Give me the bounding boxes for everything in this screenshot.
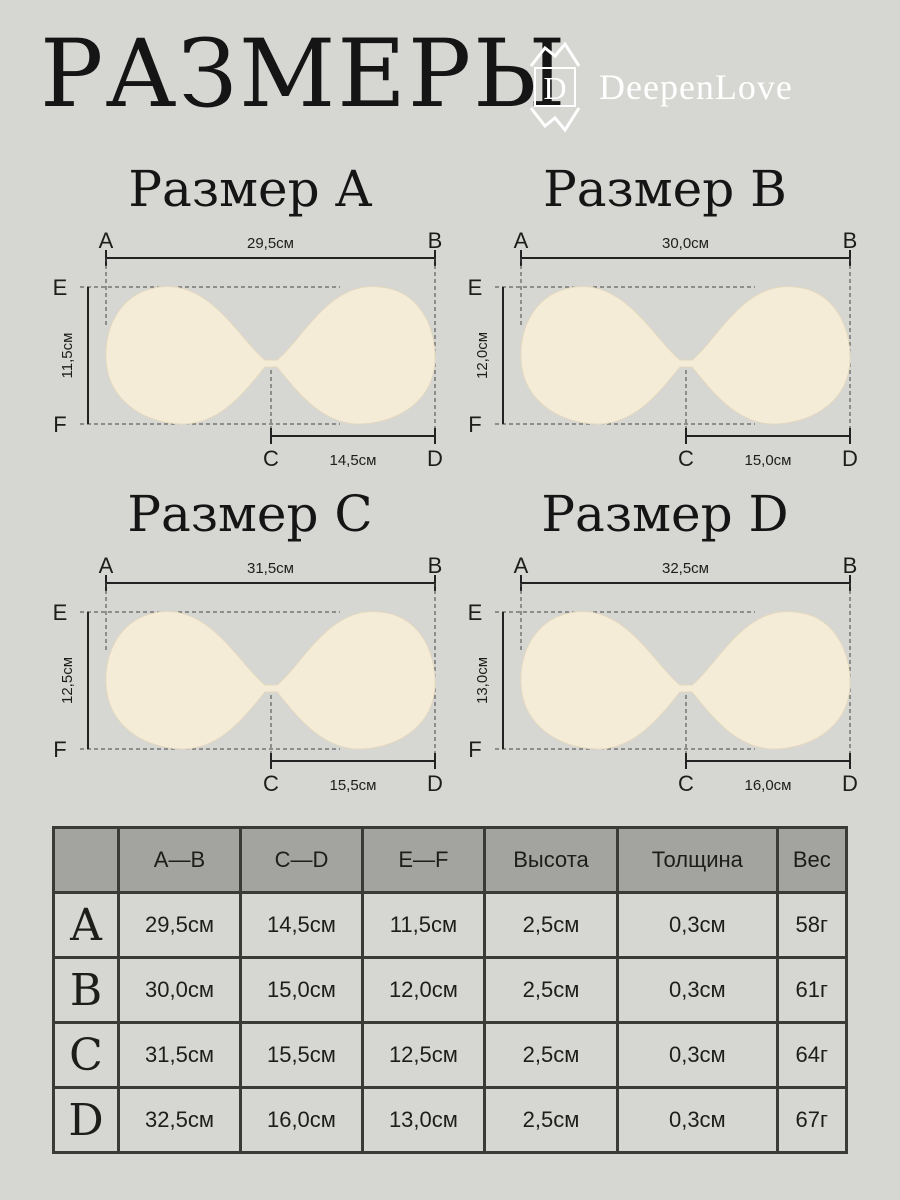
brand-name: DeepenLove — [599, 67, 793, 107]
table-row: C 31,5см 15,5см 12,5см 2,5см 0,3см 64г — [52, 1021, 849, 1089]
table-cell: 2,5см — [482, 1086, 620, 1154]
point-label-d: D — [842, 771, 858, 796]
size-panel-a: Размер A A B 29,5см E F C D 14,5см 11,5см — [40, 160, 460, 480]
cup-diagram: A B 31,5см E F C D 15,5см 12,5см — [53, 553, 443, 796]
point-label-e: E — [468, 600, 483, 625]
table-cell: 15,5см — [238, 1021, 364, 1089]
page-title: РАЗМЕРЫ — [40, 20, 568, 129]
size-panel-b: Размер B A B 30,0см E F C D 15,0см 12,0см — [455, 160, 875, 480]
brand-logo: D DeepenLove — [525, 38, 793, 136]
cup-shape — [520, 286, 851, 425]
table-row: B 30,0см 15,0см 12,0см 2,5см 0,3см 61г — [52, 956, 849, 1024]
table-cell: 15,0см — [238, 956, 364, 1024]
point-label-e: E — [53, 275, 68, 300]
cup-diagram: A B 30,0см E F C D 15,0см 12,0см — [468, 228, 858, 471]
cup-diagram: A B 29,5см E F C D 14,5см 11,5см — [53, 228, 443, 471]
point-label-c: C — [263, 446, 279, 471]
size-panel-c: Размер C A B 31,5см E F C D 15,5см 12,5см — [40, 485, 460, 805]
dimension-cd-value: 15,0см — [744, 452, 791, 469]
table-corner-cell — [52, 826, 120, 894]
brand-emblem-icon: D — [529, 41, 581, 133]
row-size-label: B — [52, 956, 120, 1024]
table-cell: 58г — [775, 891, 849, 959]
panel-title: Размер B — [543, 160, 787, 218]
point-label-a: A — [99, 553, 114, 578]
point-label-f: F — [468, 412, 481, 437]
table-cell: 2,5см — [482, 891, 620, 959]
table-cell: 0,3см — [616, 891, 779, 959]
dimension-ef-value: 12,0см — [474, 332, 491, 379]
table-cell: 32,5см — [117, 1086, 242, 1154]
table-cell: 12,5см — [360, 1021, 486, 1089]
row-size-label: A — [52, 891, 120, 959]
dimension-cd-value: 14,5см — [329, 452, 376, 469]
point-label-e: E — [53, 600, 68, 625]
cup-diagram: A B 32,5см E F C D 16,0см 13,0см — [468, 553, 858, 796]
table-cell: 0,3см — [616, 1086, 779, 1154]
table-cell: 11,5см — [360, 891, 486, 959]
point-label-a: A — [99, 228, 114, 253]
row-size-label: C — [52, 1021, 120, 1089]
point-label-e: E — [468, 275, 483, 300]
dimension-cd-value: 15,5см — [329, 777, 376, 794]
point-label-a: A — [514, 553, 529, 578]
point-label-d: D — [427, 771, 443, 796]
point-label-c: C — [263, 771, 279, 796]
table-cell: 12,0см — [360, 956, 486, 1024]
table-cell: 14,5см — [238, 891, 364, 959]
point-label-a: A — [514, 228, 529, 253]
point-label-d: D — [842, 446, 858, 471]
point-label-b: B — [843, 553, 858, 578]
table-cell: 0,3см — [616, 1021, 779, 1089]
point-label-c: C — [678, 446, 694, 471]
panel-title: Размер A — [128, 160, 372, 218]
table-cell: 2,5см — [482, 956, 620, 1024]
point-label-b: B — [843, 228, 858, 253]
column-header: C—D — [238, 826, 364, 894]
table-cell: 2,5см — [482, 1021, 620, 1089]
table-cell: 29,5см — [117, 891, 242, 959]
dimension-ef-value: 13,0см — [474, 657, 491, 704]
dimension-ab-value: 32,5см — [662, 560, 709, 577]
dimension-ef-value: 11,5см — [59, 333, 76, 379]
dimension-ef-value: 12,5см — [59, 657, 76, 704]
table-cell: 13,0см — [360, 1086, 486, 1154]
table-cell: 61г — [775, 956, 849, 1024]
size-table: A—B C—D E—F Высота Толщина Вес A 29,5см … — [52, 826, 849, 1154]
table-cell: 31,5см — [117, 1021, 242, 1089]
brand-logo-letter: D — [543, 70, 566, 106]
column-header: Толщина — [616, 826, 779, 894]
dimension-cd-value: 16,0см — [744, 777, 791, 794]
point-label-d: D — [427, 446, 443, 471]
cup-shape — [105, 611, 436, 750]
dimension-ab-value: 29,5см — [247, 235, 294, 252]
panel-title: Размер C — [127, 485, 373, 543]
column-header: A—B — [117, 826, 242, 894]
table-header-row: A—B C—D E—F Высота Толщина Вес — [52, 826, 849, 894]
point-label-b: B — [428, 228, 443, 253]
column-header: E—F — [360, 826, 486, 894]
dimension-ab-value: 31,5см — [247, 560, 294, 577]
column-header: Высота — [482, 826, 620, 894]
row-size-label: D — [52, 1086, 120, 1154]
dimension-ab-value: 30,0см — [662, 235, 709, 252]
table-row: D 32,5см 16,0см 13,0см 2,5см 0,3см 67г — [52, 1086, 849, 1154]
size-panel-d: Размер D A B 32,5см E F C D 16,0см 13,0см — [455, 485, 875, 805]
point-label-b: B — [428, 553, 443, 578]
table-cell: 67г — [775, 1086, 849, 1154]
column-header: Вес — [775, 826, 849, 894]
table-cell: 64г — [775, 1021, 849, 1089]
table-cell: 16,0см — [238, 1086, 364, 1154]
panel-title: Размер D — [541, 485, 789, 543]
cup-shape — [105, 286, 436, 425]
table-row: A 29,5см 14,5см 11,5см 2,5см 0,3см 58г — [52, 891, 849, 959]
point-label-f: F — [468, 737, 481, 762]
point-label-c: C — [678, 771, 694, 796]
table-cell: 0,3см — [616, 956, 779, 1024]
point-label-f: F — [53, 737, 66, 762]
point-label-f: F — [53, 412, 66, 437]
cup-shape — [520, 611, 851, 750]
table-cell: 30,0см — [117, 956, 242, 1024]
